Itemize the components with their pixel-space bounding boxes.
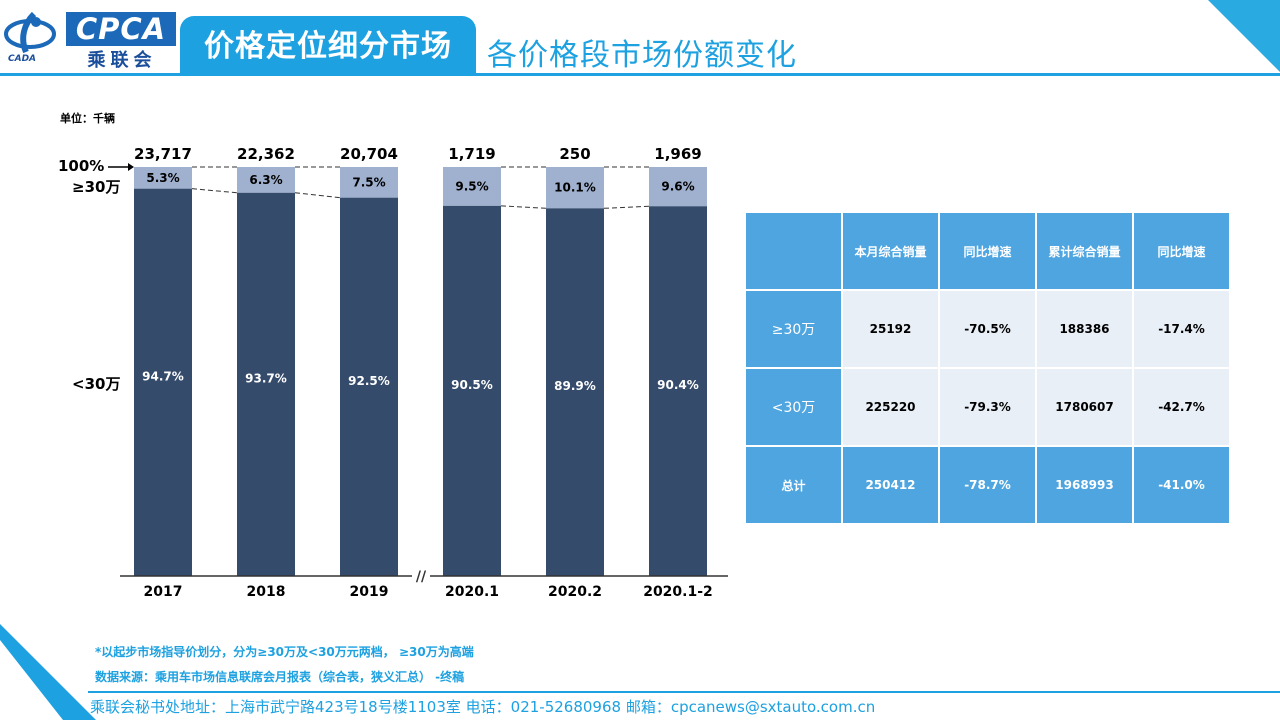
x-tick-label: 2020.1 <box>445 584 499 600</box>
table-cell: 225220 <box>843 369 938 445</box>
table-row-label: ≥30万 <box>746 291 841 367</box>
page-title: 价格定位细分市场 <box>180 16 476 74</box>
bar-lower-segment <box>134 188 192 576</box>
footer-divider <box>88 691 1280 693</box>
total-label: 250 <box>559 145 590 163</box>
bar-lower-segment <box>237 192 295 576</box>
data-label-lower: 90.4% <box>657 378 699 392</box>
data-label-upper: 5.3% <box>146 171 179 185</box>
footnote-source: 数据来源：乘用车市场信息联席会月报表（综合表，狭义汇总） -终稿 <box>95 670 465 684</box>
axis-break-mark: // <box>416 569 427 585</box>
x-tick-label: 2020.2 <box>548 584 602 600</box>
data-label-lower: 94.7% <box>142 369 184 383</box>
total-label: 22,362 <box>237 145 295 163</box>
data-label-lower: 93.7% <box>245 371 287 385</box>
table-header-cell: 本月综合销量 <box>843 213 938 289</box>
bar-upper-segment <box>134 167 192 189</box>
bar-lower-segment <box>546 208 604 576</box>
table-header-cell: 累计综合销量 <box>1037 213 1132 289</box>
x-tick-label: 2019 <box>350 584 389 600</box>
table-cell: -17.4% <box>1134 291 1229 367</box>
unit-label: 单位：千辆 <box>60 112 115 125</box>
table-cell: -70.5% <box>940 291 1035 367</box>
table-row: <30万 225220 -79.3% 1780607 -42.7% <box>746 369 1229 445</box>
data-label-upper: 6.3% <box>249 173 282 187</box>
table-header-cell: 同比增速 <box>940 213 1035 289</box>
table-cell: 250412 <box>843 447 938 523</box>
total-label: 1,719 <box>448 145 495 163</box>
data-label-upper: 9.6% <box>661 180 694 194</box>
page-subtitle: 各价格段市场份额变化 <box>487 38 797 73</box>
logo-small-text: CADA <box>8 54 37 64</box>
bar-upper-segment <box>340 167 398 198</box>
total-label: 20,704 <box>340 145 398 163</box>
y-label-100: 100% <box>58 157 105 175</box>
total-label: 1,969 <box>654 145 701 163</box>
bar-lower-segment <box>649 206 707 576</box>
x-tick-label: 2017 <box>144 584 183 600</box>
bar-upper-segment <box>546 167 604 209</box>
bar-upper-segment <box>649 167 707 207</box>
table-header-row: 本月综合销量 同比增速 累计综合销量 同比增速 <box>746 213 1229 289</box>
data-label-lower: 89.9% <box>554 379 596 393</box>
logo-swirl-icon <box>4 12 56 54</box>
table-header-cell <box>746 213 841 289</box>
table-cell: 25192 <box>843 291 938 367</box>
table-row-label: 总计 <box>746 447 841 523</box>
x-tick-label: 2018 <box>247 584 286 600</box>
connector-boundary <box>500 205 547 209</box>
data-label-lower: 90.5% <box>451 378 493 392</box>
table-row-total: 总计 250412 -78.7% 1968993 -41.0% <box>746 447 1229 523</box>
table-cell: -78.7% <box>940 447 1035 523</box>
connector-boundary <box>191 188 238 194</box>
data-label-lower: 92.5% <box>348 374 390 388</box>
data-label-upper: 9.5% <box>455 179 488 193</box>
table-cell: -42.7% <box>1134 369 1229 445</box>
connector-boundary <box>603 205 650 209</box>
logo-cpca-text: CPCA <box>66 12 176 46</box>
table-cell: -41.0% <box>1134 447 1229 523</box>
data-label-upper: 7.5% <box>352 175 385 189</box>
table-cell: 1968993 <box>1037 447 1132 523</box>
bar-upper-segment <box>237 167 295 193</box>
pointer-arrow-icon <box>128 163 134 171</box>
bar-upper-segment <box>443 167 501 206</box>
x-tick-label: 2020.1-2 <box>643 584 713 600</box>
footer-contact: 乘联会秘书处地址：上海市武宁路423号18号楼1103室 电话：021-5268… <box>90 698 876 716</box>
footnote-definition: *以起步市场指导价划分，分为≥30万及<30万元两档， ≥30万为高端 <box>95 645 474 659</box>
cpca-logo: CADA CPCA 乘联会 <box>4 6 176 71</box>
bar-lower-segment <box>340 197 398 577</box>
table-cell: 1780607 <box>1037 369 1132 445</box>
total-label: 23,717 <box>134 145 192 163</box>
table-cell: 188386 <box>1037 291 1132 367</box>
connector-boundary <box>294 192 341 199</box>
summary-table: 本月综合销量 同比增速 累计综合销量 同比增速 ≥30万 25192 -70.5… <box>744 211 1231 525</box>
table-cell: -79.3% <box>940 369 1035 445</box>
y-label-lower: <30万 <box>72 375 121 393</box>
table-row-label: <30万 <box>746 369 841 445</box>
data-label-upper: 10.1% <box>554 181 596 195</box>
bar-lower-segment <box>443 205 501 577</box>
table-row: ≥30万 25192 -70.5% 188386 -17.4% <box>746 291 1229 367</box>
logo-cn-text: 乘联会 <box>87 50 157 71</box>
table-header-cell: 同比增速 <box>1134 213 1229 289</box>
y-label-upper: ≥30万 <box>72 178 121 196</box>
header-divider <box>0 73 1280 76</box>
